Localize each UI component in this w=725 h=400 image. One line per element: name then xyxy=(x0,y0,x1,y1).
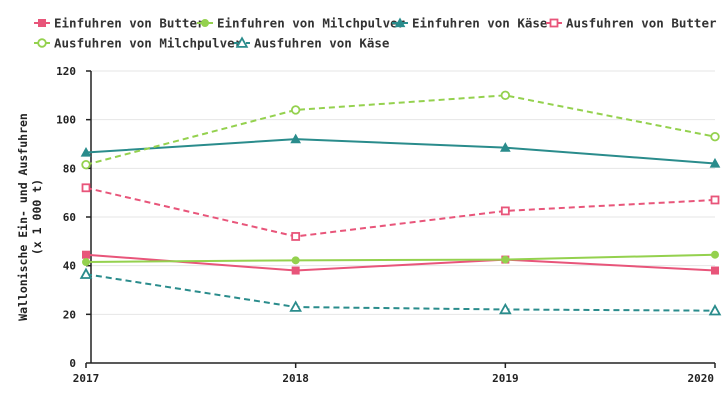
data-point xyxy=(81,159,91,170)
y-axis-title-line: (x 1 000 t) xyxy=(30,179,44,255)
legend-label: Ausfuhren von Käse xyxy=(254,36,390,51)
legend-item: Ausfuhren von Milchpulver xyxy=(34,36,243,51)
legend-label: Ausfuhren von Milchpulver xyxy=(54,36,243,51)
data-point xyxy=(501,255,510,264)
axes: 0 20 40 60 80 100 120 2017 2018 2019 2020 xyxy=(56,65,716,385)
data-point xyxy=(79,267,93,279)
y-tick-label: 80 xyxy=(63,162,76,175)
y-axis-title-line: Wallonische Ein- und Ausfuhren xyxy=(16,113,30,321)
legend-item: Ausfuhren von Butter xyxy=(546,16,717,31)
series-line xyxy=(85,253,716,272)
data-point xyxy=(291,256,300,265)
legend-item: Einfuhren von Milchpulver xyxy=(197,16,406,31)
legend-swatch-marker xyxy=(201,19,209,27)
data-point xyxy=(500,206,510,216)
data-point xyxy=(290,133,302,144)
data-point xyxy=(291,266,300,275)
data-point xyxy=(290,105,301,115)
series-line xyxy=(85,253,716,264)
series-line xyxy=(85,94,716,166)
series-line xyxy=(85,273,716,312)
series-3 xyxy=(80,133,721,168)
y-axis-title: Wallonische Ein- und Ausfuhren (x 1 000 t… xyxy=(16,113,44,321)
series-5 xyxy=(81,90,720,170)
data-point xyxy=(499,302,512,315)
series-4 xyxy=(81,183,720,241)
y-tick-label: 0 xyxy=(69,357,76,370)
legend-swatch-marker xyxy=(549,18,559,28)
x-tick-label: 2019 xyxy=(492,372,519,385)
data-point xyxy=(499,142,511,152)
legend-label: Ausfuhren von Butter xyxy=(566,16,717,31)
data-point xyxy=(711,250,719,259)
legend-item: Einfuhren von Käse xyxy=(392,16,548,31)
legend-swatch-marker xyxy=(394,17,406,28)
y-tick-label: 40 xyxy=(63,260,76,273)
data-point xyxy=(711,266,719,275)
data-point xyxy=(710,195,720,205)
series-layer xyxy=(79,90,722,316)
series-2 xyxy=(82,250,719,267)
grid xyxy=(91,70,715,315)
data-point xyxy=(708,304,722,316)
data-point xyxy=(709,157,721,168)
x-tick-label: 2020 xyxy=(688,372,715,385)
data-point xyxy=(81,183,91,193)
legend-swatch-marker xyxy=(37,38,47,48)
data-point xyxy=(82,258,90,267)
series-line xyxy=(85,186,716,238)
y-tick-label: 100 xyxy=(56,114,76,127)
legend-swatch-marker xyxy=(38,19,46,27)
data-point xyxy=(80,146,92,157)
y-tick-label: 120 xyxy=(56,65,76,78)
legend-swatch-marker xyxy=(235,36,249,48)
legend-label: Einfuhren von Milchpulver xyxy=(217,16,406,31)
legend-item: Ausfuhren von Käse xyxy=(234,36,390,51)
x-tick-label: 2018 xyxy=(282,372,309,385)
data-point xyxy=(289,300,302,312)
data-point xyxy=(291,232,301,241)
series-1 xyxy=(82,250,719,275)
series-6 xyxy=(79,267,722,316)
data-point xyxy=(500,90,511,101)
x-tick-label: 2017 xyxy=(73,372,100,385)
data-point xyxy=(82,250,90,259)
legend: Einfuhren von Butter Einfuhren von Milchp… xyxy=(34,16,717,51)
legend-label: Einfuhren von Käse xyxy=(412,16,548,31)
series-line xyxy=(85,138,716,165)
data-point xyxy=(710,131,720,142)
y-tick-label: 20 xyxy=(63,308,76,321)
y-tick-label: 60 xyxy=(63,211,76,224)
legend-item: Einfuhren von Butter xyxy=(34,16,205,31)
legend-label: Einfuhren von Butter xyxy=(54,16,205,31)
